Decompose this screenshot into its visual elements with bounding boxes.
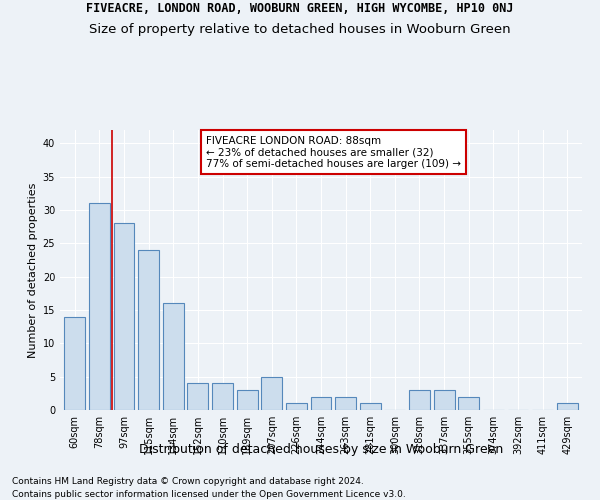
- Bar: [89, 204, 110, 410]
- Bar: [64, 316, 85, 410]
- Y-axis label: Number of detached properties: Number of detached properties: [28, 182, 38, 358]
- Text: Size of property relative to detached houses in Wooburn Green: Size of property relative to detached ho…: [89, 22, 511, 36]
- Bar: [138, 250, 159, 410]
- Bar: [360, 404, 381, 410]
- Bar: [335, 396, 356, 410]
- Text: FIVEACRE, LONDON ROAD, WOOBURN GREEN, HIGH WYCOMBE, HP10 0NJ: FIVEACRE, LONDON ROAD, WOOBURN GREEN, HI…: [86, 2, 514, 16]
- Bar: [311, 396, 331, 410]
- Bar: [261, 376, 282, 410]
- Bar: [286, 404, 307, 410]
- Text: Distribution of detached houses by size in Wooburn Green: Distribution of detached houses by size …: [139, 442, 503, 456]
- Bar: [236, 390, 257, 410]
- Bar: [212, 384, 233, 410]
- Text: FIVEACRE LONDON ROAD: 88sqm
← 23% of detached houses are smaller (32)
77% of sem: FIVEACRE LONDON ROAD: 88sqm ← 23% of det…: [206, 136, 461, 169]
- Text: Contains public sector information licensed under the Open Government Licence v3: Contains public sector information licen…: [12, 490, 406, 499]
- Text: Contains HM Land Registry data © Crown copyright and database right 2024.: Contains HM Land Registry data © Crown c…: [12, 478, 364, 486]
- Bar: [434, 390, 455, 410]
- Bar: [458, 396, 479, 410]
- Bar: [409, 390, 430, 410]
- Bar: [187, 384, 208, 410]
- Bar: [163, 304, 184, 410]
- Bar: [113, 224, 134, 410]
- Bar: [557, 404, 578, 410]
